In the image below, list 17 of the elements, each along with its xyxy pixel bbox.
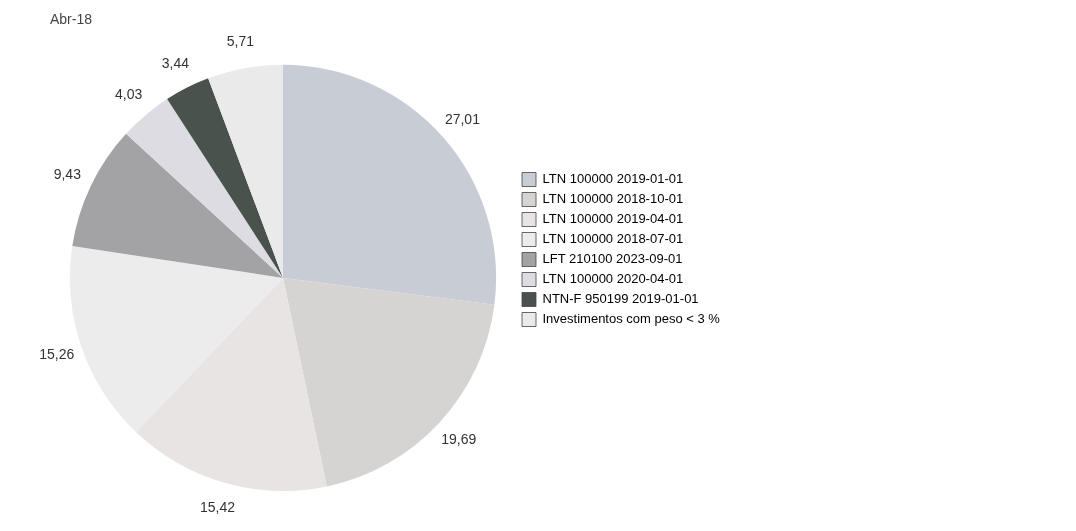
data-label: 15,26 <box>39 346 75 363</box>
legend-label: LTN 100000 2019-01-01 <box>542 171 684 187</box>
legend-label: NTN-F 950199 2019-01-01 <box>542 291 699 307</box>
chart-title: Abr-18 <box>50 11 93 28</box>
legend-label: LFT 210100 2023-09-01 <box>542 251 683 267</box>
legend-label: LTN 100000 2018-07-01 <box>542 231 684 247</box>
data-label: 5,71 <box>226 33 255 50</box>
data-label: 3,44 <box>161 55 190 72</box>
data-label: 27,01 <box>444 110 481 127</box>
data-label: 19,69 <box>441 430 477 447</box>
legend-label: LTN 100000 2020-04-01 <box>542 271 684 287</box>
legend-label: LTN 100000 2018-10-01 <box>542 191 684 207</box>
legend-label: Investimentos com peso < 3 % <box>542 311 721 327</box>
legend-label: LTN 100000 2019-04-01 <box>542 211 684 227</box>
data-label: 4,03 <box>115 86 143 103</box>
data-label: 9,43 <box>53 165 82 182</box>
data-label: 15,42 <box>199 498 236 515</box>
